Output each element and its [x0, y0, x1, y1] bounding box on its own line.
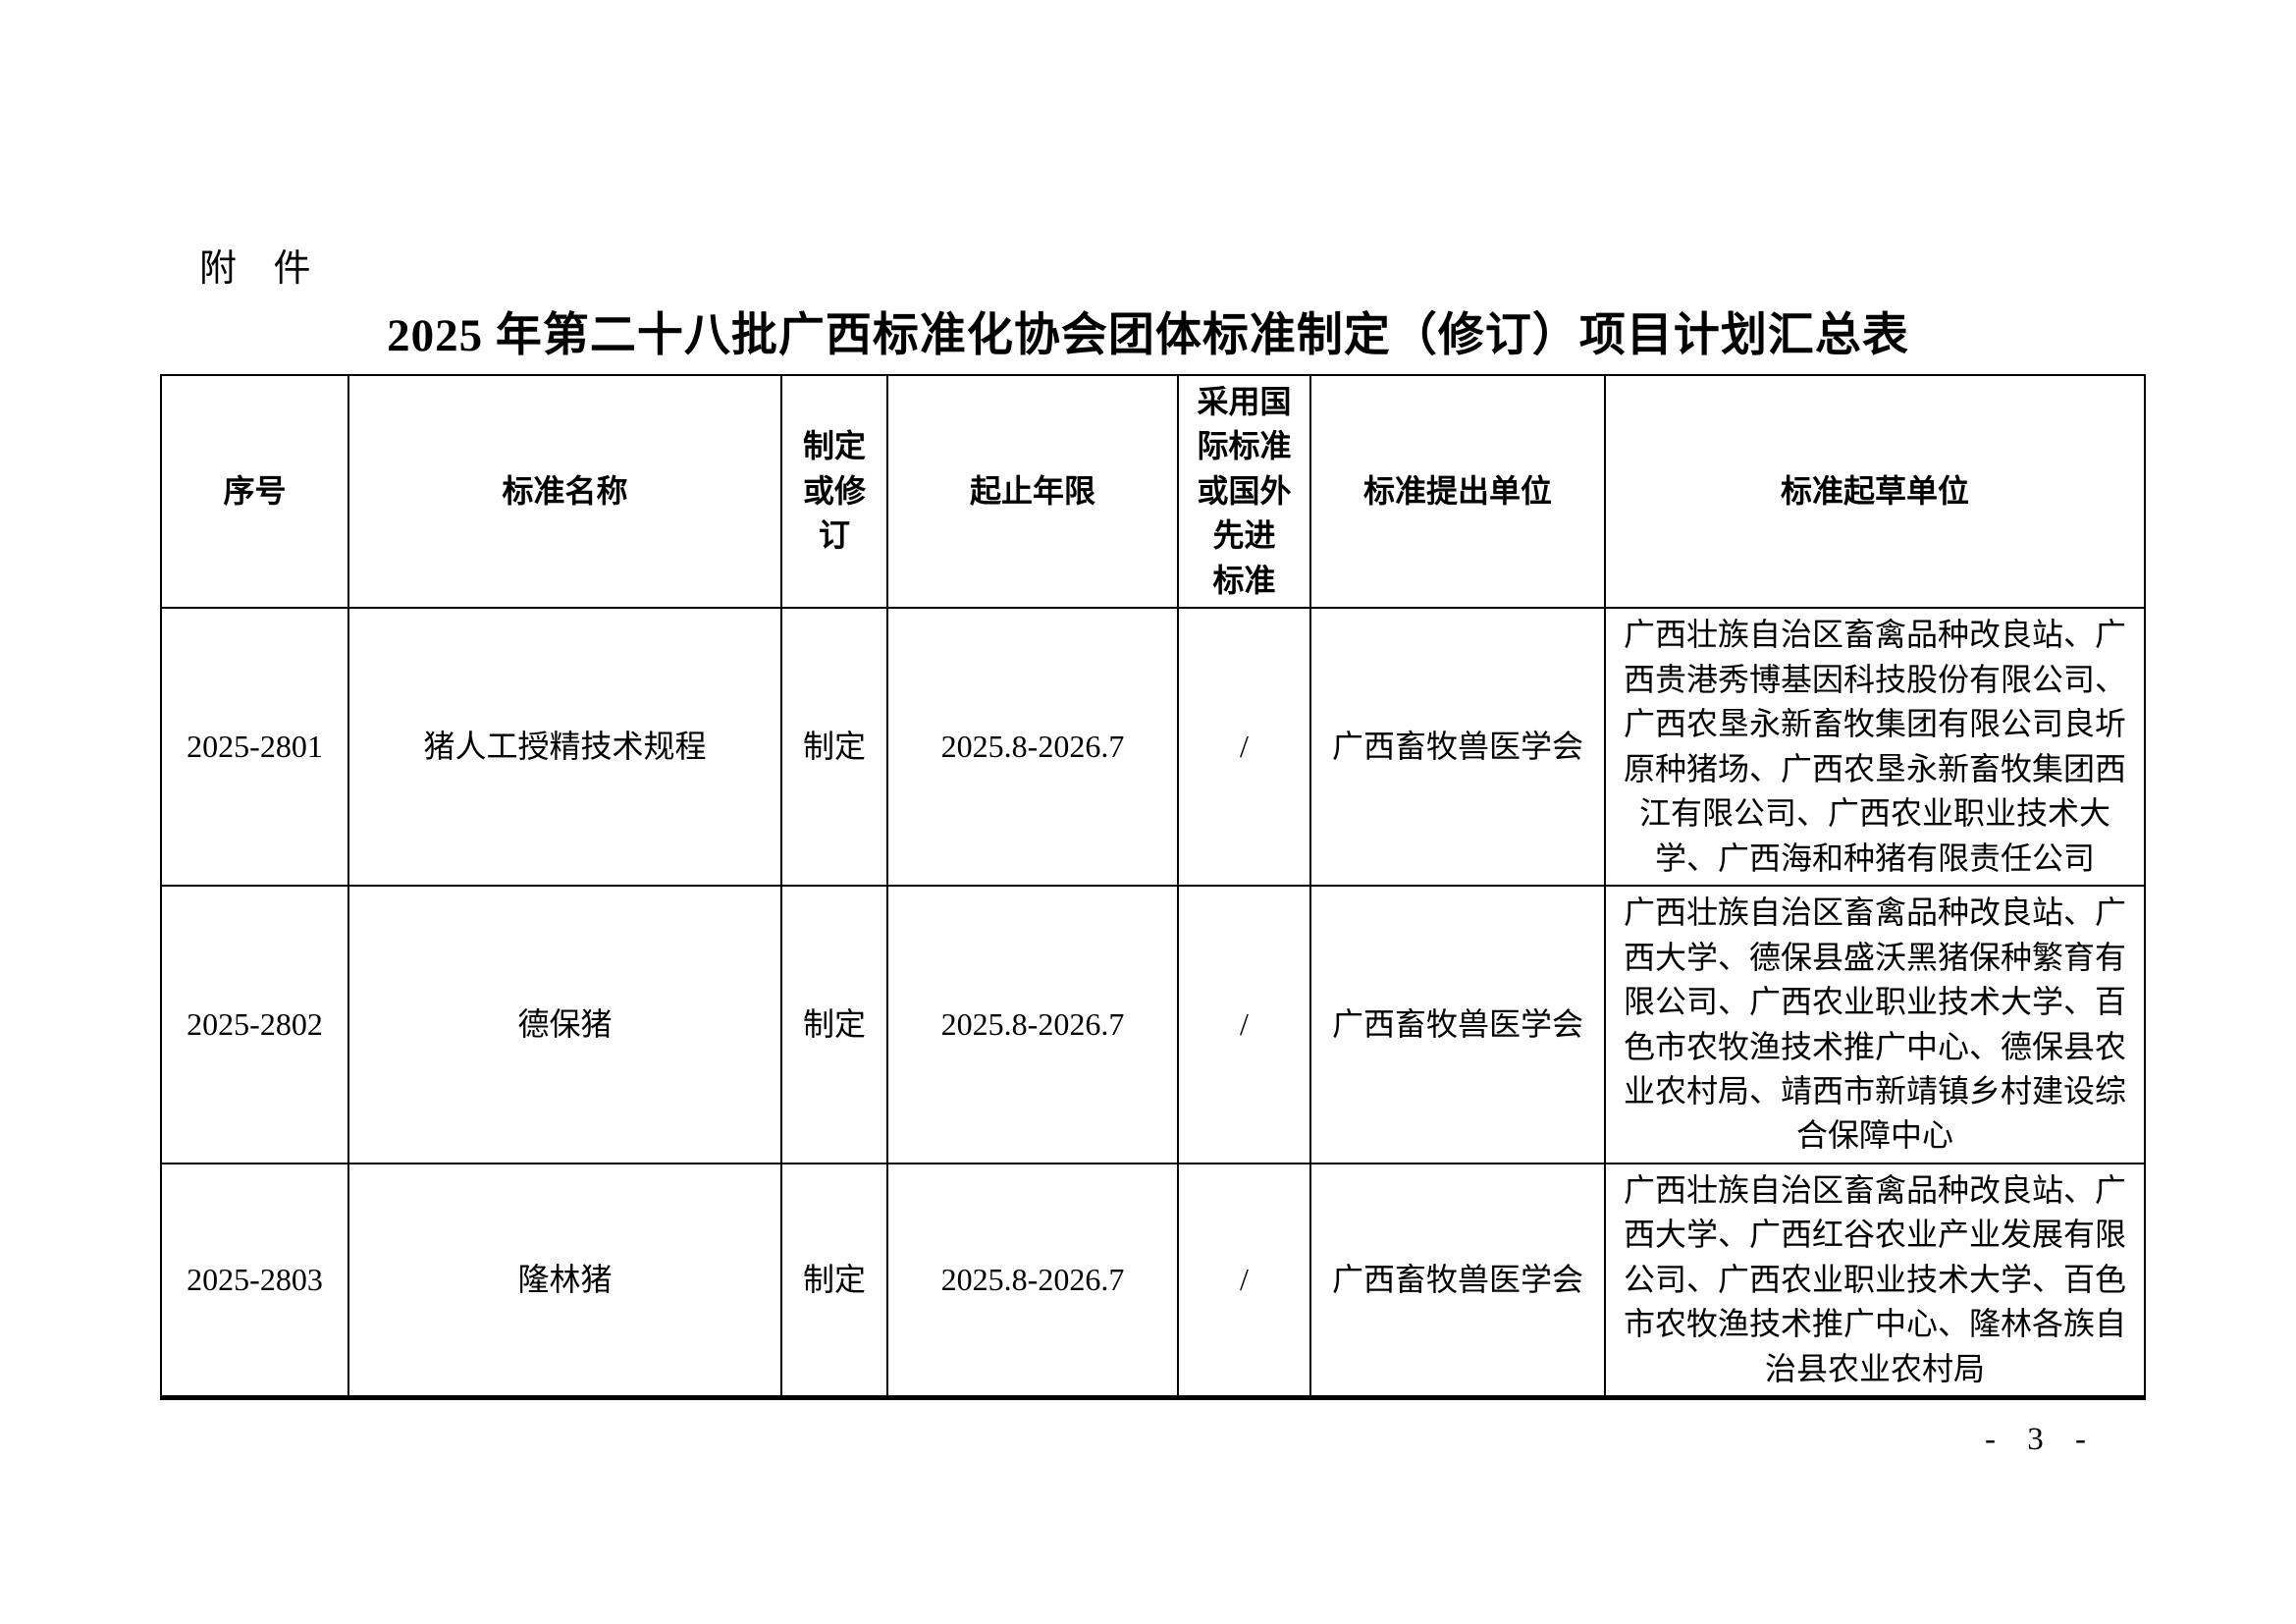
table-row: 2025-2803 隆林猪 制定 2025.8-2026.7 / 广西畜牧兽医学… — [160, 1162, 2146, 1399]
cell-serial: 2025-2801 — [160, 607, 349, 888]
cell-proposer: 广西畜牧兽医学会 — [1309, 607, 1606, 888]
table-row: 2025-2801 猪人工授精技术规程 制定 2025.8-2026.7 / 广… — [160, 607, 2146, 888]
cell-drafters: 广西壮族自治区畜禽品种改良站、广西大学、广西红谷农业产业发展有限公司、广西农业职… — [1604, 1162, 2146, 1399]
cell-intl-standard: / — [1177, 607, 1311, 888]
cell-standard-name: 隆林猪 — [347, 1162, 782, 1399]
cell-formulate-or-revise: 制定 — [780, 1162, 888, 1399]
cell-formulate-or-revise: 制定 — [780, 607, 888, 888]
page-title: 2025 年第二十八批广西标准化协会团体标准制定（修订）项目计划汇总表 — [387, 310, 1909, 361]
page-number: - 3 - — [1985, 1422, 2098, 1457]
column-header-period: 起止年限 — [886, 373, 1179, 610]
cell-formulate-or-revise: 制定 — [780, 885, 888, 1164]
cell-standard-name: 猪人工授精技术规程 — [347, 607, 782, 888]
cell-standard-name: 德保猪 — [347, 885, 782, 1164]
cell-drafters: 广西壮族自治区畜禽品种改良站、广西大学、德保县盛沃黑猪保种繁育有限公司、广西农业… — [1604, 885, 2146, 1164]
cell-period: 2025.8-2026.7 — [886, 885, 1179, 1164]
column-header-standard-name: 标准名称 — [347, 373, 782, 610]
cell-drafters: 广西壮族自治区畜禽品种改良站、广西贵港秀博基因科技股份有限公司、广西农垦永新畜牧… — [1604, 607, 2146, 888]
cell-period: 2025.8-2026.7 — [886, 607, 1179, 888]
cell-intl-standard: / — [1177, 1162, 1311, 1399]
column-header-serial: 序号 — [160, 373, 349, 610]
standards-summary-table: 序号 标准名称 制定 或修 订 起止年限 采用国 际标准 或国外 先进 标准 标… — [160, 373, 2146, 1400]
table-row: 2025-2802 德保猪 制定 2025.8-2026.7 / 广西畜牧兽医学… — [160, 885, 2146, 1164]
cell-proposer: 广西畜牧兽医学会 — [1309, 1162, 1606, 1399]
cell-period: 2025.8-2026.7 — [886, 1162, 1179, 1399]
column-header-proposer: 标准提出单位 — [1309, 373, 1606, 610]
cell-serial: 2025-2802 — [160, 885, 349, 1164]
attachment-label: 附 件 — [199, 248, 325, 290]
table-header-row: 序号 标准名称 制定 或修 订 起止年限 采用国 际标准 或国外 先进 标准 标… — [160, 373, 2146, 610]
column-header-formulate-or-revise: 制定 或修 订 — [780, 373, 888, 610]
cell-intl-standard: / — [1177, 885, 1311, 1164]
column-header-drafters: 标准起草单位 — [1604, 373, 2146, 610]
cell-serial: 2025-2803 — [160, 1162, 349, 1399]
column-header-intl-standard: 采用国 际标准 或国外 先进 标准 — [1177, 373, 1311, 610]
cell-proposer: 广西畜牧兽医学会 — [1309, 885, 1606, 1164]
